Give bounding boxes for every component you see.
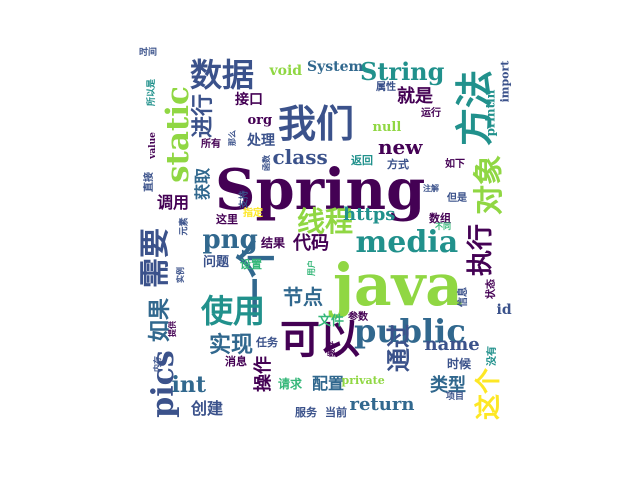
cloud-word: 接口	[235, 92, 263, 108]
cloud-word: value	[147, 131, 158, 159]
cloud-word: 状态	[486, 279, 497, 299]
cloud-word: 服务	[295, 405, 317, 419]
cloud-word: int	[171, 372, 207, 398]
cloud-word: 这个	[474, 367, 505, 421]
cloud-word: 可以	[280, 316, 360, 363]
cloud-word: 代码	[293, 233, 329, 254]
cloud-word: 进行	[190, 93, 217, 139]
cloud-word: 所以是	[146, 78, 157, 106]
cloud-word: 类型	[430, 375, 466, 396]
cloud-word: 处理	[247, 133, 275, 149]
cloud-word: 通过	[384, 324, 413, 372]
cloud-word: java	[333, 251, 463, 319]
cloud-word: 实现	[209, 332, 254, 358]
cloud-word: 元素	[179, 216, 190, 236]
cloud-word: 线程	[297, 205, 354, 238]
cloud-word: 这里	[216, 212, 238, 226]
cloud-word: 方式	[387, 157, 409, 171]
cloud-word: 操作	[253, 356, 274, 392]
cloud-word: 文件	[318, 313, 345, 329]
cloud-word: media	[355, 225, 459, 260]
cloud-word: 信息	[458, 287, 469, 307]
cloud-word: 返回	[351, 153, 373, 167]
cloud-word: new	[378, 135, 423, 159]
cloud-word: return	[349, 394, 415, 415]
cloud-word: void	[269, 63, 303, 79]
cloud-word: 我们	[278, 101, 355, 146]
cloud-word: 就是	[397, 86, 433, 107]
cloud-word: import	[498, 60, 512, 102]
cloud-word: 支持	[239, 189, 250, 209]
cloud-word: 需要	[138, 228, 173, 288]
cloud-word: 属性	[376, 82, 396, 93]
cloud-word: 调用	[157, 193, 190, 212]
cloud-word: png	[202, 225, 258, 255]
cloud-word: 所有	[201, 139, 221, 150]
cloud-word: class	[272, 145, 328, 169]
cloud-word: 用户	[306, 260, 316, 276]
cloud-word: Spring	[215, 157, 426, 223]
cloud-word: org	[247, 112, 273, 128]
cloud-word: 那么	[227, 130, 237, 146]
cloud-word: static	[159, 85, 196, 183]
cloud-word: println	[482, 89, 497, 137]
cloud-word: 没有	[487, 346, 498, 366]
cloud-word: 配置	[312, 374, 345, 393]
cloud-word: id	[496, 302, 512, 318]
cloud-word: 参数	[348, 312, 368, 323]
cloud-word: https	[343, 204, 396, 225]
cloud-word: 不同	[435, 221, 451, 231]
cloud-word: String	[360, 57, 445, 86]
cloud-word: 获取	[193, 167, 213, 201]
cloud-word: 数组	[429, 211, 451, 225]
cloud-word: 实例	[175, 267, 185, 283]
cloud-word: 设置	[240, 257, 262, 271]
cloud-word: 请求	[278, 377, 303, 391]
cloud-word: 数据	[190, 56, 255, 94]
cloud-word: 函数	[261, 155, 271, 171]
cloud-word: 当前	[325, 405, 347, 419]
cloud-word: 对象	[472, 155, 507, 215]
cloud-word: 指定	[243, 208, 263, 219]
cloud-word: 注解	[423, 183, 439, 193]
cloud-word: 提供	[167, 321, 177, 337]
cloud-word: null	[372, 119, 402, 135]
cloud-word: 时候	[447, 357, 472, 371]
cloud-word: public	[354, 312, 466, 350]
cloud-word: 运行	[421, 108, 441, 119]
cloud-word: 如下	[445, 159, 465, 170]
cloud-word: 问题	[203, 254, 230, 270]
cloud-word: 但是	[447, 193, 467, 204]
cloud-word: private	[341, 373, 385, 387]
cloud-word: System	[307, 59, 364, 75]
cloud-word: 创建	[191, 399, 224, 418]
cloud-word: 内存	[152, 356, 162, 372]
cloud-word: 节点	[283, 285, 323, 309]
cloud-word: 直接	[144, 172, 155, 192]
cloud-word: 使用	[201, 292, 266, 330]
cloud-word: 缓存	[326, 341, 336, 357]
cloud-word: name	[424, 334, 480, 355]
cloud-word: 项目	[446, 391, 465, 402]
cloud-word: 时间	[139, 47, 158, 58]
cloud-word: 任务	[256, 335, 278, 349]
cloud-word: 结果	[261, 236, 286, 250]
cloud-word: 消息	[225, 354, 247, 368]
cloud-word: 执行	[466, 223, 497, 277]
